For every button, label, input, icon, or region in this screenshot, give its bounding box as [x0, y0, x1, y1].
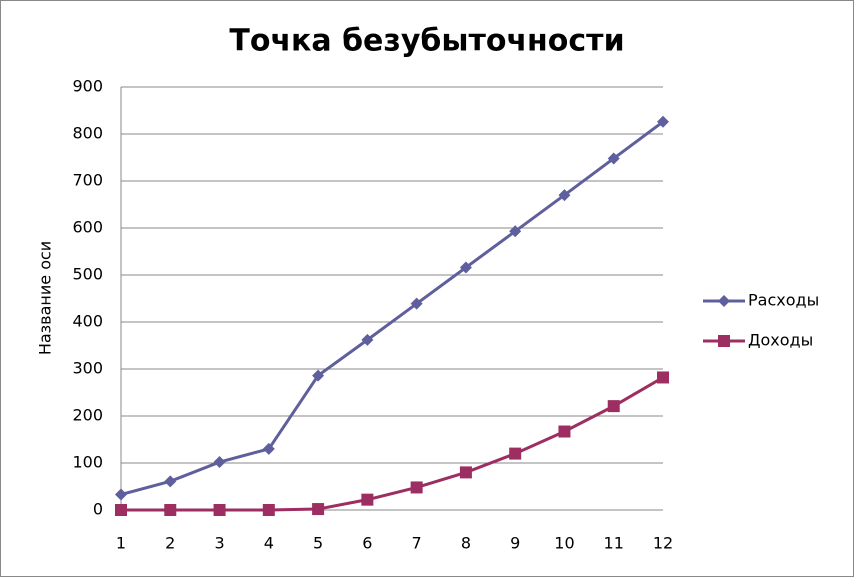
data-point [459, 261, 472, 274]
x-tick-label: 6 [362, 534, 372, 553]
data-point [213, 456, 226, 469]
legend-marker [718, 295, 730, 307]
y-tick-label: 200 [72, 406, 103, 425]
data-point [410, 297, 423, 310]
x-tick-label: 1 [116, 534, 126, 553]
data-point [607, 152, 620, 165]
y-tick-label: 800 [72, 124, 103, 143]
data-point [164, 504, 177, 516]
y-tick-label: 500 [72, 265, 103, 284]
data-point [262, 504, 275, 516]
data-point [657, 371, 669, 384]
data-point [657, 115, 669, 128]
x-tick-label: 10 [554, 534, 574, 553]
y-tick-label: 700 [72, 171, 103, 190]
y-tick-label: 300 [72, 359, 103, 378]
data-point [115, 504, 127, 516]
data-point [361, 333, 374, 346]
data-point [558, 189, 571, 202]
y-axis-label: Название оси [36, 241, 55, 355]
legend-label: Расходы [748, 291, 819, 310]
data-point [459, 466, 472, 479]
data-point [410, 481, 423, 494]
x-tick-label: 2 [165, 534, 175, 553]
data-point [115, 488, 127, 501]
data-point [164, 475, 177, 488]
y-tick-label: 600 [72, 218, 103, 237]
x-tick-label: 4 [264, 534, 274, 553]
legend-label: Доходы [748, 331, 813, 350]
data-point [361, 493, 374, 506]
y-tick-label: 400 [72, 312, 103, 331]
y-tick-label: 100 [72, 453, 103, 472]
x-tick-label: 3 [214, 534, 224, 553]
x-tick-label: 11 [604, 534, 624, 553]
data-point [607, 400, 620, 413]
data-point [213, 504, 226, 516]
data-point [509, 225, 522, 238]
data-point [558, 425, 571, 438]
y-tick-label: 900 [72, 77, 103, 96]
series-line [121, 376, 664, 512]
series-line [120, 120, 664, 496]
x-tick-label: 9 [510, 534, 520, 553]
legend-marker [718, 335, 730, 347]
data-point [312, 503, 325, 516]
x-tick-label: 5 [313, 534, 323, 553]
data-point [262, 442, 275, 455]
data-point [312, 369, 325, 382]
x-tick-label: 12 [653, 534, 673, 553]
chart-title: Точка безубыточности [229, 24, 624, 59]
x-tick-label: 7 [412, 534, 422, 553]
x-tick-label: 8 [461, 534, 471, 553]
data-point [509, 447, 522, 460]
y-tick-label: 0 [93, 500, 103, 519]
